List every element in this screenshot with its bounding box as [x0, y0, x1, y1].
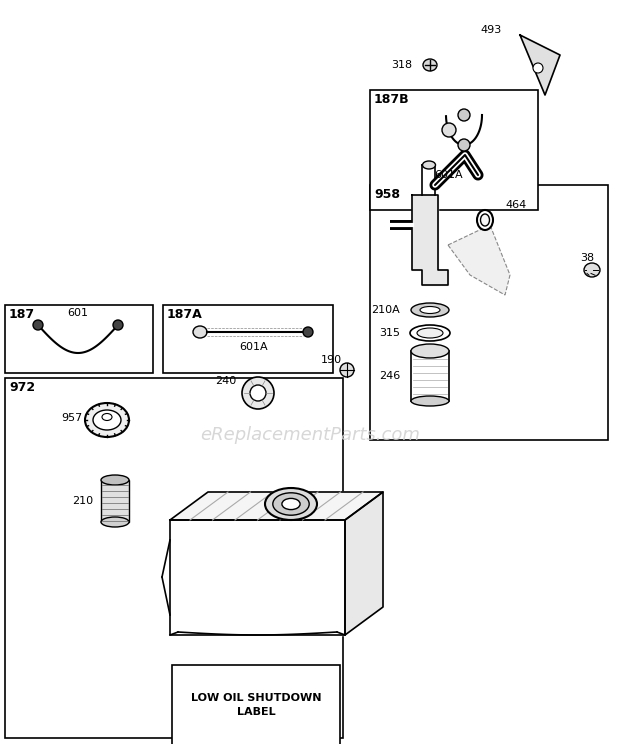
Text: 187A: 187A [167, 308, 203, 321]
Ellipse shape [93, 410, 121, 430]
Ellipse shape [423, 59, 437, 71]
Circle shape [458, 109, 470, 121]
Circle shape [303, 327, 313, 337]
Text: 318: 318 [391, 60, 412, 70]
Text: 601: 601 [68, 308, 89, 318]
Bar [172, 665, 340, 744]
Text: 187B: 187B [374, 93, 410, 106]
Ellipse shape [102, 414, 112, 420]
Ellipse shape [282, 498, 300, 510]
Circle shape [340, 363, 354, 377]
Text: 246: 246 [379, 371, 400, 381]
Text: 210A: 210A [371, 305, 400, 315]
Bar [5, 305, 153, 373]
Text: 187: 187 [9, 308, 35, 321]
Bar [163, 305, 333, 373]
Text: 601A: 601A [240, 342, 268, 352]
Bar [101, 480, 129, 522]
Ellipse shape [417, 328, 443, 338]
Text: 240: 240 [215, 376, 236, 386]
Polygon shape [520, 35, 560, 95]
Ellipse shape [420, 307, 440, 313]
Bar [5, 378, 343, 738]
Circle shape [442, 123, 456, 137]
Ellipse shape [410, 325, 450, 341]
Text: 972: 972 [9, 381, 35, 394]
Text: 464: 464 [505, 200, 526, 210]
Ellipse shape [273, 493, 309, 515]
Polygon shape [170, 520, 345, 635]
Text: 38: 38 [580, 253, 594, 263]
Ellipse shape [265, 488, 317, 520]
Text: 315: 315 [379, 328, 400, 338]
Text: 601A: 601A [435, 170, 463, 180]
Text: 957: 957 [62, 413, 83, 423]
Bar [370, 185, 608, 440]
Text: LOW OIL SHUTDOWN
LABEL: LOW OIL SHUTDOWN LABEL [191, 693, 321, 717]
Circle shape [533, 63, 543, 73]
Polygon shape [170, 492, 383, 520]
Bar [370, 90, 538, 210]
Ellipse shape [411, 396, 449, 406]
Text: 210: 210 [72, 496, 93, 506]
Polygon shape [448, 225, 510, 295]
Polygon shape [345, 492, 383, 635]
Ellipse shape [411, 344, 449, 358]
Ellipse shape [477, 210, 493, 230]
Bar [411, 351, 449, 401]
Ellipse shape [85, 403, 129, 437]
Circle shape [242, 377, 274, 409]
Circle shape [113, 320, 123, 330]
Text: 190: 190 [321, 355, 342, 365]
Text: eReplacementParts.com: eReplacementParts.com [200, 426, 420, 444]
Polygon shape [412, 195, 448, 285]
Text: 493: 493 [480, 25, 501, 35]
Ellipse shape [101, 517, 129, 527]
Ellipse shape [584, 263, 600, 277]
Ellipse shape [193, 326, 207, 338]
Circle shape [458, 139, 470, 151]
Ellipse shape [101, 475, 129, 485]
Text: 958: 958 [374, 188, 400, 201]
Ellipse shape [422, 161, 435, 169]
Ellipse shape [480, 214, 490, 226]
Ellipse shape [411, 303, 449, 317]
Circle shape [33, 320, 43, 330]
Circle shape [250, 385, 266, 401]
